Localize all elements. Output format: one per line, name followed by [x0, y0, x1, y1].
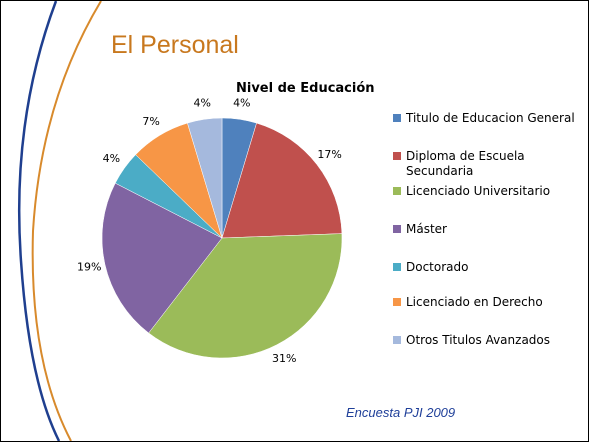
legend-item: Titulo de Educacion General: [393, 111, 581, 126]
legend-swatch: [393, 225, 401, 233]
legend-label: Licenciado Universitario: [406, 184, 550, 198]
legend-swatch: [393, 263, 401, 271]
legend-item: Otros Titulos Avanzados: [393, 333, 581, 348]
data-label: 19%: [77, 261, 101, 274]
legend-swatch: [393, 114, 401, 122]
footer: Encuesta PJI 2009: [346, 405, 455, 420]
legend-item: Doctorado: [393, 260, 581, 275]
data-label: 31%: [272, 352, 296, 365]
legend-label: Titulo de Educacion General: [406, 111, 575, 125]
legend-swatch: [393, 298, 401, 306]
legend-item: Diploma de Escuela Secundaria: [393, 149, 581, 179]
data-label: 4%: [103, 152, 120, 165]
data-label: 4%: [193, 96, 210, 109]
legend-item: Licenciado Universitario: [393, 184, 581, 199]
pie-chart: 4% 17% 31% 19% 4% 7% 4%: [1, 1, 588, 441]
data-label: 7%: [142, 115, 159, 128]
legend-label: Otros Titulos Avanzados: [406, 333, 550, 347]
legend-swatch: [393, 336, 401, 344]
legend-label: Máster: [406, 222, 447, 236]
slide: El Personal Nivel de Educación 4%17%31%1…: [0, 0, 589, 442]
legend-label: Licenciado en Derecho: [406, 295, 543, 309]
legend-label: Diploma de Escuela Secundaria: [406, 149, 525, 178]
legend-item: Máster: [393, 222, 581, 237]
legend-item: Licenciado en Derecho: [393, 295, 581, 310]
legend-swatch: [393, 187, 401, 195]
data-label: 4%: [233, 96, 250, 109]
data-label: 17%: [317, 148, 341, 161]
legend-swatch: [393, 152, 401, 160]
legend-label: Doctorado: [406, 260, 468, 274]
